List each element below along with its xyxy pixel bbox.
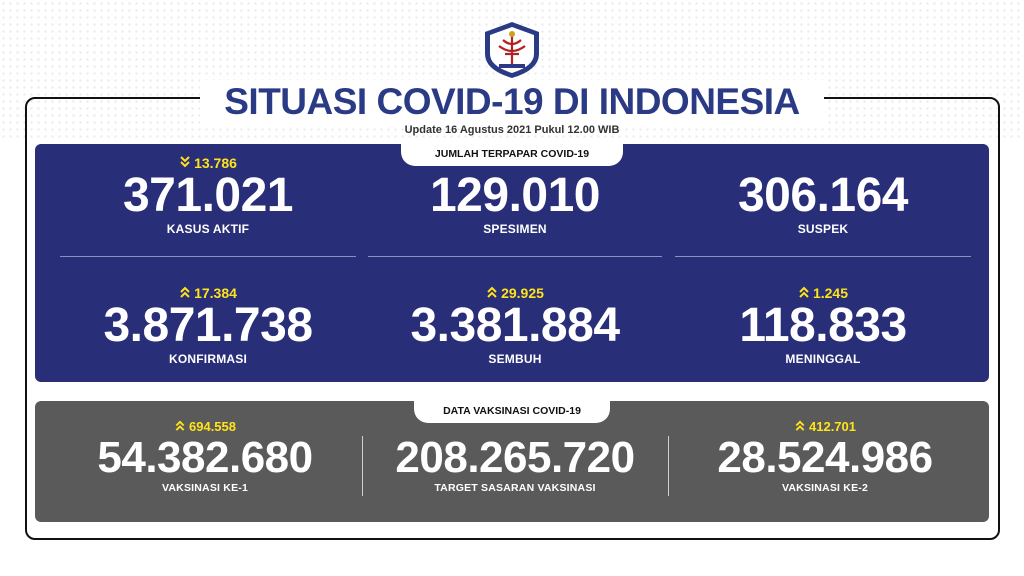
label-vaksinasi-ke1: VAKSINASI KE-1 bbox=[161, 482, 249, 494]
stat-target-vaksinasi: 208.265.720 TARGET SASARAN VAKSINASI bbox=[368, 418, 662, 495]
divider bbox=[668, 436, 669, 496]
chevron-double-up-icon bbox=[487, 286, 497, 298]
divider bbox=[368, 256, 662, 257]
value-konfirmasi: 3.871.738 bbox=[103, 299, 313, 352]
stat-kasus-aktif: 13.786 371.021 KASUS AKTIF bbox=[60, 154, 356, 236]
update-timestamp: Update 16 Agustus 2021 Pukul 12.00 WIB bbox=[404, 124, 620, 136]
chevron-double-up-icon bbox=[175, 420, 185, 431]
page-title: SITUASI COVID-19 DI INDONESIA bbox=[224, 81, 800, 122]
delta-meninggal: 1.245 bbox=[670, 284, 976, 302]
divider bbox=[675, 256, 971, 257]
value-vaksinasi-ke2: 28.524.986 bbox=[717, 433, 933, 482]
delta-konfirmasi: 17.384 bbox=[50, 284, 366, 302]
label-kasus-aktif: KASUS AKTIF bbox=[166, 222, 250, 236]
label-sembuh: SEMBUH bbox=[488, 352, 542, 366]
delta-kasus-aktif: 13.786 bbox=[60, 154, 356, 172]
vaccination-panel-tag: DATA VAKSINASI COVID-19 bbox=[414, 401, 610, 423]
chevron-double-up-icon bbox=[795, 420, 805, 431]
divider bbox=[362, 436, 363, 496]
chevron-double-down-icon bbox=[180, 156, 190, 168]
value-target-vaksinasi: 208.265.720 bbox=[395, 433, 635, 482]
label-vaksinasi-ke2: VAKSINASI KE-2 bbox=[781, 482, 869, 494]
stat-konfirmasi: 17.384 3.871.738 KONFIRMASI bbox=[50, 284, 366, 366]
chevron-double-up-icon bbox=[799, 286, 809, 298]
label-spesimen: SPESIMEN bbox=[483, 222, 547, 236]
value-kasus-aktif: 371.021 bbox=[122, 169, 294, 222]
value-vaksinasi-ke1: 54.382.680 bbox=[97, 433, 313, 482]
stat-spesimen: 129.010 SPESIMEN bbox=[368, 154, 662, 237]
exposure-panel-tag: JUMLAH TERPAPAR COVID-19 bbox=[401, 144, 623, 166]
stat-suspek: 306.164 SUSPEK bbox=[675, 154, 971, 237]
value-meninggal: 118.833 bbox=[739, 299, 907, 352]
delta-vaksinasi-ke1: 694.558 bbox=[55, 418, 355, 436]
label-target-vaksinasi: TARGET SASARAN VAKSINASI bbox=[434, 482, 596, 494]
label-suspek: SUSPEK bbox=[797, 222, 849, 236]
label-meninggal: MENINGGAL bbox=[785, 352, 861, 366]
value-suspek: 306.164 bbox=[737, 169, 909, 222]
title-area: SITUASI COVID-19 DI INDONESIA bbox=[200, 80, 824, 124]
stat-vaksinasi-ke2: 412.701 28.524.986 VAKSINASI KE-2 bbox=[675, 418, 975, 494]
label-konfirmasi: KONFIRMASI bbox=[169, 352, 247, 366]
stat-vaksinasi-ke1: 694.558 54.382.680 VAKSINASI KE-1 bbox=[55, 418, 355, 494]
chevron-double-up-icon bbox=[180, 286, 190, 298]
divider bbox=[60, 256, 356, 257]
exposure-panel bbox=[35, 144, 989, 382]
value-spesimen: 129.010 bbox=[429, 169, 601, 222]
delta-vaksinasi-ke2: 412.701 bbox=[675, 418, 975, 436]
stat-sembuh: 29.925 3.381.884 SEMBUH bbox=[360, 284, 670, 366]
ministry-emblem-icon bbox=[485, 22, 539, 78]
stat-meninggal: 1.245 118.833 MENINGGAL bbox=[670, 284, 976, 366]
value-sembuh: 3.381.884 bbox=[410, 299, 620, 352]
delta-sembuh: 29.925 bbox=[360, 284, 670, 302]
